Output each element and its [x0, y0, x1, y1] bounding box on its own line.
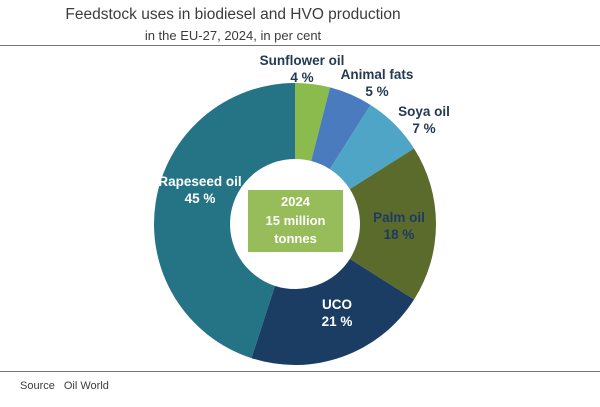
badge-amount: 15 million [265, 212, 326, 228]
donut-slice-rapeseed-oil [153, 83, 295, 359]
donut-slice-palm-oil [349, 148, 436, 300]
badge-year: 2024 [281, 193, 310, 209]
donut-slice-soya-oil [329, 104, 415, 190]
donut-slice-uco [251, 258, 415, 366]
source-note: Source Oil World [20, 380, 109, 392]
top-divider [0, 45, 600, 46]
bottom-divider [0, 371, 600, 372]
source-value: Oil World [63, 380, 109, 392]
badge-unit: tonnes [274, 231, 317, 247]
center-total-badge: 2024 15 million tonnes [248, 190, 343, 252]
chart-title: Feedstock uses in biodiesel and HVO prod… [65, 6, 401, 23]
donut-slice-sunflower-oil [295, 83, 331, 162]
donut-slice-animal-fats [311, 87, 371, 170]
chart-subtitle: in the EU-27, 2024, in per cent [144, 28, 322, 43]
source-label: Source [20, 380, 55, 392]
chart-header: Feedstock uses in biodiesel and HVO prod… [0, 6, 466, 43]
